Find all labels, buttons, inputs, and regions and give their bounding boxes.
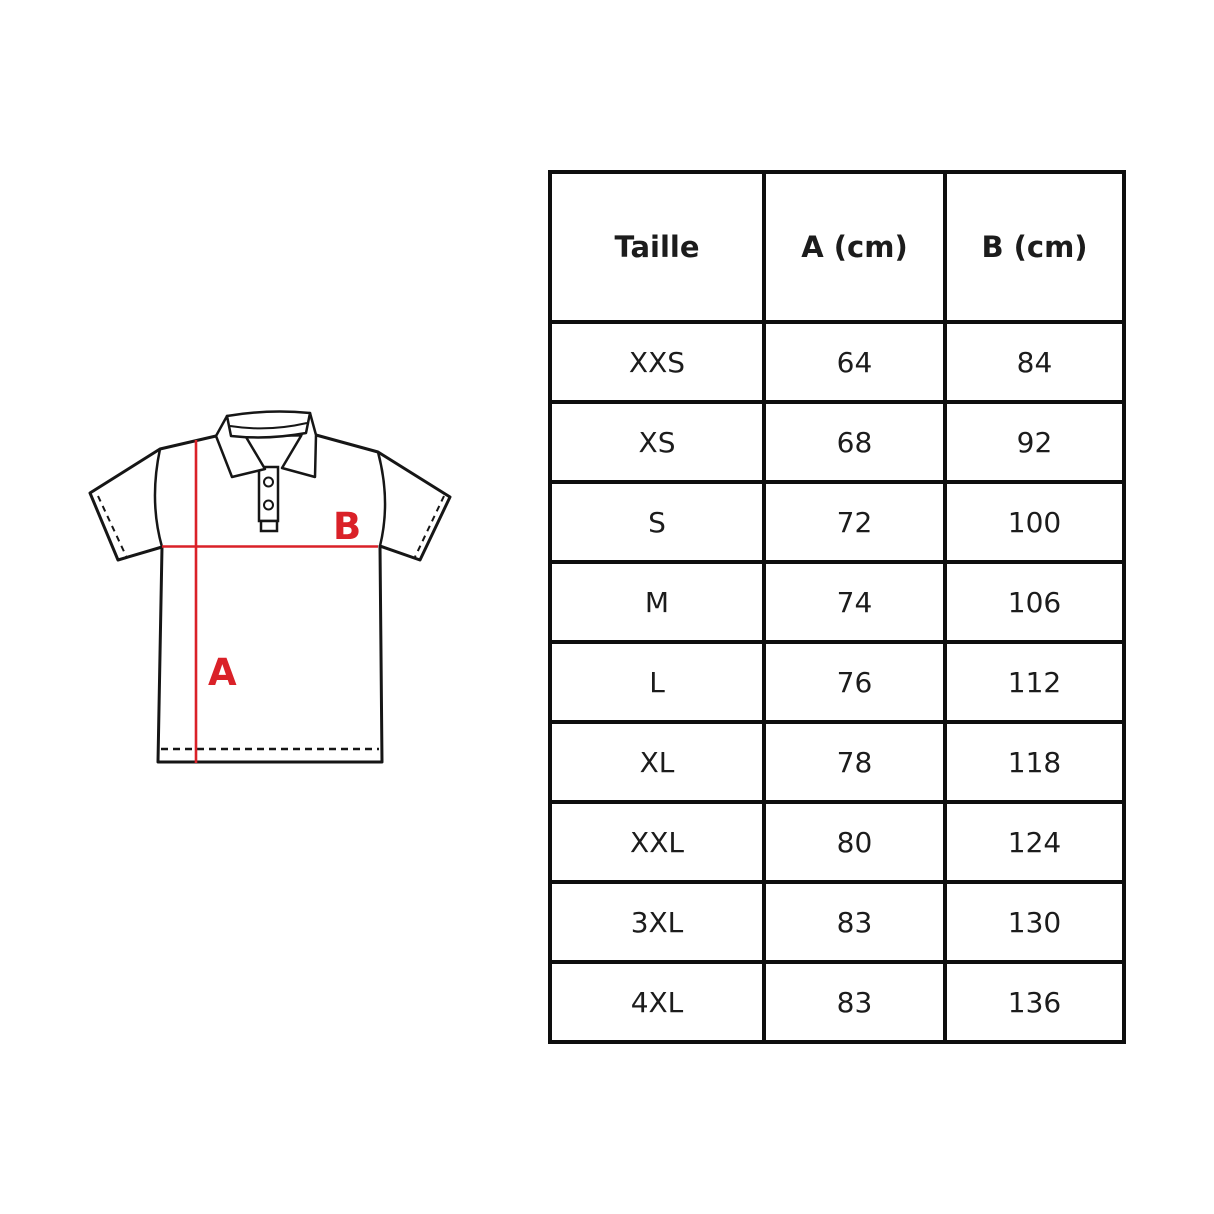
a-cell: 74 xyxy=(762,560,947,644)
table-row: L 76 112 xyxy=(548,640,1126,724)
measure-label-b: B xyxy=(333,505,361,548)
b-cell: 100 xyxy=(943,480,1126,564)
measure-label-a: A xyxy=(208,651,237,694)
collar-fold-line xyxy=(229,422,308,430)
table-row: XS 68 92 xyxy=(548,400,1126,484)
right-armhole-seam xyxy=(376,451,387,547)
a-cell: 78 xyxy=(762,720,947,804)
size-cell: S xyxy=(548,480,766,564)
header-row: Taille A (cm) B (cm) xyxy=(548,170,1126,324)
left-cuff-hem-stitch xyxy=(97,495,128,559)
collar-band xyxy=(225,410,312,439)
b-cell: 124 xyxy=(943,800,1126,884)
size-cell: 3XL xyxy=(548,880,766,964)
a-cell: 83 xyxy=(762,880,947,964)
size-cell: M xyxy=(548,560,766,644)
a-cell: 64 xyxy=(762,320,947,404)
button-1 xyxy=(263,476,274,488)
b-cell: 112 xyxy=(943,640,1126,724)
left-armhole-seam xyxy=(153,448,164,548)
polo-shirt-diagram: A B xyxy=(88,410,452,764)
size-cell: XL xyxy=(548,720,766,804)
size-table: Taille A (cm) B (cm) XXS 64 84 XS 68 92 … xyxy=(548,170,1126,1044)
b-cell: 118 xyxy=(943,720,1126,804)
table-row: XXL 80 124 xyxy=(548,800,1126,884)
right-cuff-hem-stitch xyxy=(414,495,445,558)
size-cell: 4XL xyxy=(548,960,766,1044)
a-cell: 83 xyxy=(762,960,947,1044)
col-header-b: B (cm) xyxy=(943,170,1126,324)
table-row: XXS 64 84 xyxy=(548,320,1126,404)
b-cell: 92 xyxy=(943,400,1126,484)
a-cell: 68 xyxy=(762,400,947,484)
a-cell: 76 xyxy=(762,640,947,724)
b-cell: 84 xyxy=(943,320,1126,404)
col-header-size: Taille xyxy=(548,170,766,324)
table-row: S 72 100 xyxy=(548,480,1126,564)
b-cell: 136 xyxy=(943,960,1126,1044)
table-row: 4XL 83 136 xyxy=(548,960,1126,1044)
b-cell: 130 xyxy=(943,880,1126,964)
b-cell: 106 xyxy=(943,560,1126,644)
placket xyxy=(257,465,280,523)
button-2 xyxy=(263,499,274,511)
a-cell: 80 xyxy=(762,800,947,884)
size-cell: XS xyxy=(548,400,766,484)
a-cell: 72 xyxy=(762,480,947,564)
table-row: XL 78 118 xyxy=(548,720,1126,804)
placket-cap xyxy=(259,519,279,533)
col-header-a: A (cm) xyxy=(762,170,947,324)
table-row: M 74 106 xyxy=(548,560,1126,644)
table-row: 3XL 83 130 xyxy=(548,880,1126,964)
size-cell: XXL xyxy=(548,800,766,884)
size-cell: XXS xyxy=(548,320,766,404)
size-cell: L xyxy=(548,640,766,724)
